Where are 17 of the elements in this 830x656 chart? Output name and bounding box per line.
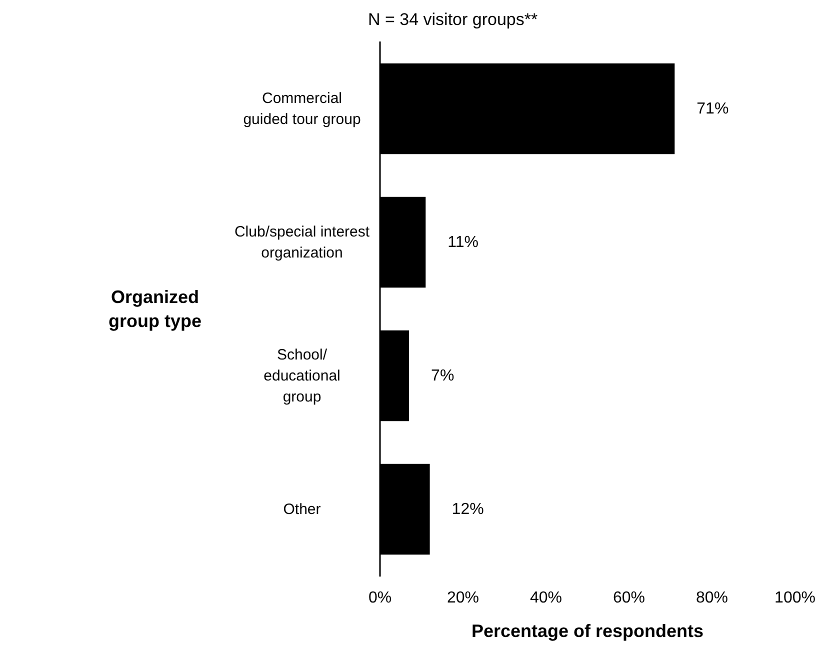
data-label: 7% [431, 367, 454, 384]
y-axis-title: Organized group type [108, 287, 202, 331]
x-tick-label: 20% [446, 590, 480, 606]
y-tick-label: Commercial guided tour group [243, 90, 361, 128]
y-tick-label: Other [283, 500, 321, 518]
x-tick-label: 80% [696, 590, 728, 606]
data-label: 71% [696, 100, 729, 118]
x-tick-label: 60% [612, 590, 646, 606]
data-label: 11% [448, 234, 478, 251]
x-axis-title: Percentage of respondents [471, 621, 704, 641]
y-tick-label: School/ educational group [264, 346, 340, 406]
x-tick-label: 0% [368, 590, 392, 606]
x-tick-label: 100% [774, 590, 816, 606]
x-tick-label: 40% [530, 590, 562, 606]
y-tick-label: Club/special interest organization [234, 223, 370, 262]
chart-title: N = 34 visitor groups** [368, 10, 538, 29]
data-label: 12% [452, 500, 484, 518]
